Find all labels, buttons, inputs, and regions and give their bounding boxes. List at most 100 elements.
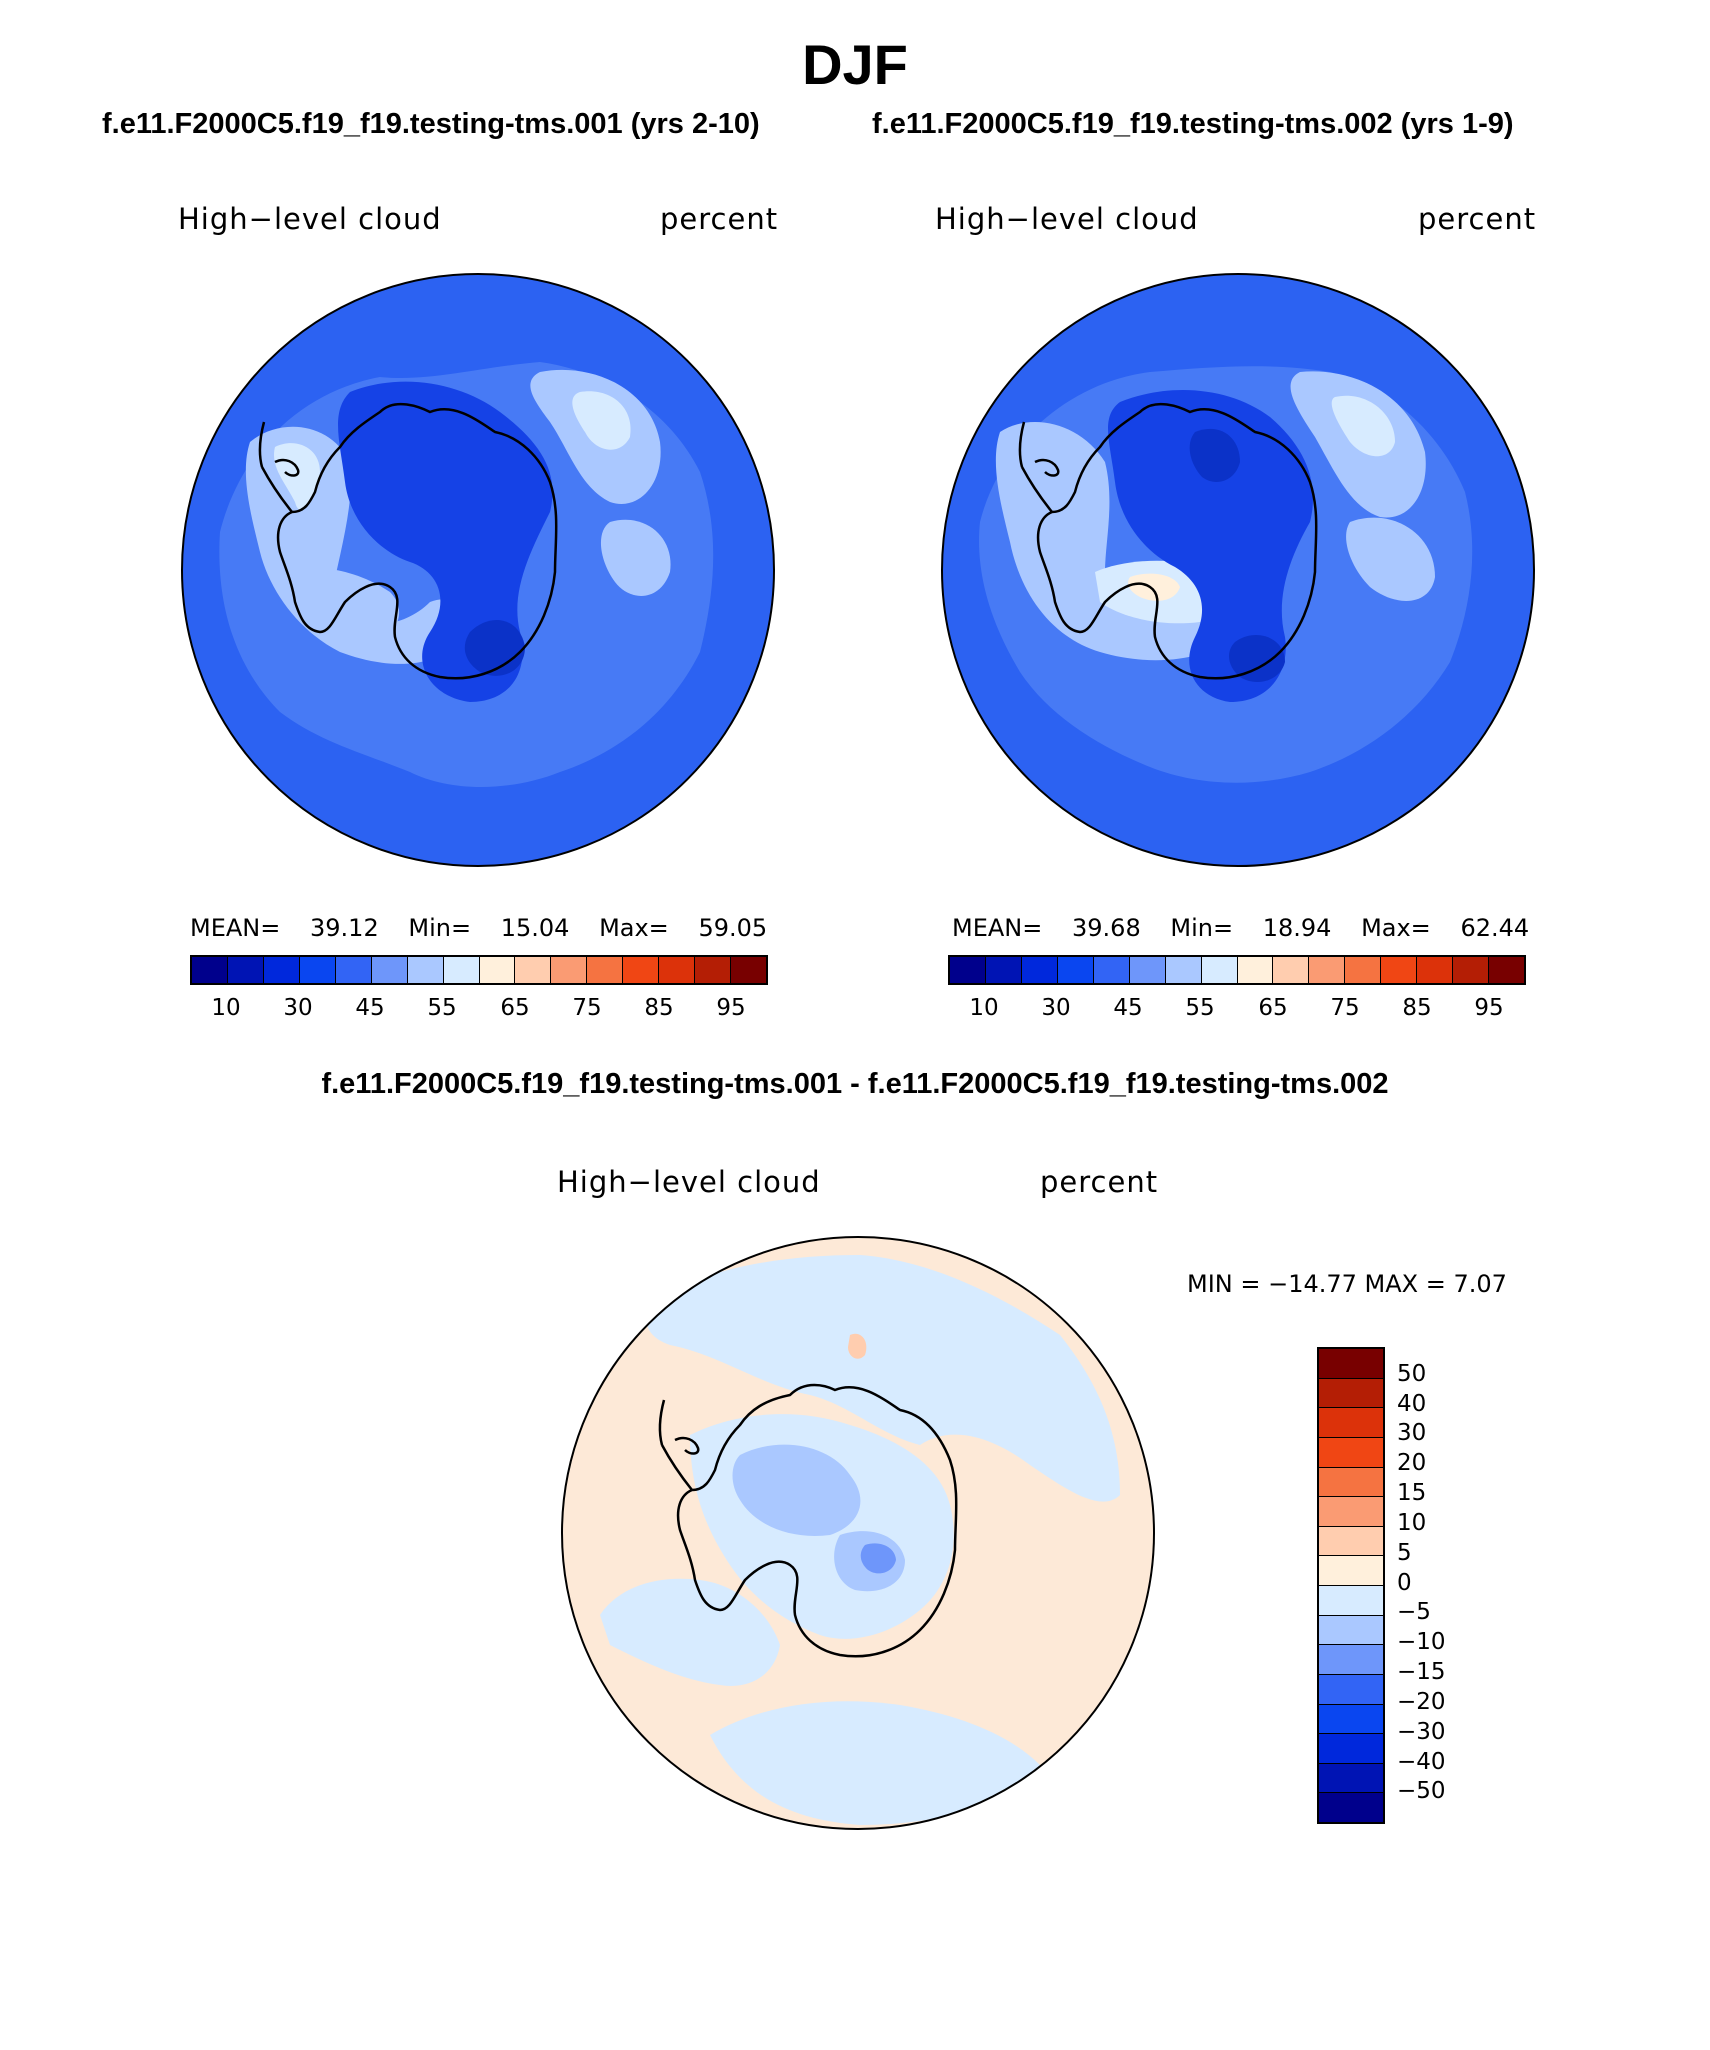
colorbar-swatch (1129, 957, 1166, 983)
diff-variable-label: High−level cloud (557, 1165, 821, 1199)
colorbar-swatch (1319, 1497, 1383, 1527)
colorbar-swatch (1057, 957, 1094, 983)
diff-map-border (561, 1236, 1155, 1830)
colorbar-swatch (551, 957, 588, 983)
panel2-cream-south (1128, 573, 1180, 601)
panel1-stats: MEAN= 39.12 Min= 15.04 Max= 59.05 (190, 914, 767, 942)
panel2-light-east2 (1346, 517, 1435, 601)
panel2-polar-map (941, 273, 1535, 867)
diff-tick: 5 (1397, 1540, 1412, 1566)
diff-tick: 15 (1397, 1480, 1427, 1506)
diff-blue-south (710, 1701, 1040, 1825)
panel1-tick: 85 (644, 995, 674, 1021)
right-case-title: f.e11.F2000C5.f19_f19.testing-tms.002 (y… (872, 108, 1514, 140)
panel1-max-label: Max= (599, 914, 669, 942)
colorbar-swatch (299, 957, 336, 983)
diff-peninsula-coast (658, 1399, 700, 1491)
diff-tick: −30 (1397, 1719, 1446, 1745)
panel2-mean-label: MEAN= (952, 914, 1043, 942)
diff-deep-blue (860, 1543, 896, 1574)
panel2-colorbar-ticks: 10 30 45 55 65 75 85 95 (948, 995, 1526, 1025)
panel2-max-value: 62.44 (1460, 914, 1530, 942)
panel1-tick: 30 (283, 995, 313, 1021)
panel1-min-label: Min= (408, 914, 472, 942)
colorbar-swatch (1489, 957, 1524, 983)
diff-tick: 30 (1397, 1420, 1427, 1446)
panel1-pale-east (572, 391, 631, 450)
diff-tick: −15 (1397, 1659, 1446, 1685)
colorbar-swatch (695, 957, 732, 983)
panel1-variable-label: High−level cloud (178, 202, 442, 236)
colorbar-swatch (950, 957, 986, 983)
colorbar-swatch (1319, 1378, 1383, 1409)
panel1-min-value: 15.04 (500, 914, 570, 942)
colorbar-swatch (443, 957, 480, 983)
panel2-tick: 30 (1041, 995, 1071, 1021)
panel1-light-east2 (600, 519, 671, 596)
colorbar-swatch (731, 957, 766, 983)
colorbar-swatch (1319, 1349, 1383, 1379)
colorbar-swatch (1319, 1467, 1383, 1498)
panel1-colorbar (190, 955, 768, 985)
diff-tick: −5 (1397, 1599, 1431, 1625)
panel2-min-value: 18.94 (1262, 914, 1332, 942)
diff-tick: 50 (1397, 1361, 1427, 1387)
panel1-tick: 45 (355, 995, 385, 1021)
colorbar-swatch (1319, 1615, 1383, 1646)
panel2-darker-core2 (1228, 634, 1285, 682)
colorbar-swatch (1309, 957, 1346, 983)
panel2-tick: 10 (969, 995, 999, 1021)
colorbar-swatch (587, 957, 624, 983)
diff-minmax: MIN = −14.77 MAX = 7.07 (1187, 1270, 1507, 1298)
panel2-pale-east (1331, 395, 1395, 457)
colorbar-swatch (1319, 1556, 1383, 1586)
colorbar-swatch (335, 957, 372, 983)
colorbar-swatch (1319, 1437, 1383, 1468)
panel2-tick: 95 (1474, 995, 1504, 1021)
panel2-colorbar (948, 955, 1526, 985)
colorbar-swatch (192, 957, 228, 983)
colorbar-swatch (1093, 957, 1130, 983)
diff-title: f.e11.F2000C5.f19_f19.testing-tms.001 - … (321, 1068, 1389, 1100)
panel2-peninsula-coast (1018, 421, 1060, 513)
diff-colorbar (1317, 1347, 1385, 1824)
panel1-tick: 65 (500, 995, 530, 1021)
panel2-variable-label: High−level cloud (935, 202, 1199, 236)
diff-tick: 20 (1397, 1450, 1427, 1476)
colorbar-swatch (407, 957, 444, 983)
colorbar-swatch (1237, 957, 1274, 983)
panel1-light-peninsula (290, 568, 400, 642)
diff-tick: 40 (1397, 1391, 1427, 1417)
colorbar-swatch (1273, 957, 1310, 983)
panel2-tick: 45 (1113, 995, 1143, 1021)
colorbar-swatch (515, 957, 552, 983)
panel1-polar-map (181, 273, 775, 867)
colorbar-swatch (985, 957, 1022, 983)
panel2-dark-interior (1108, 390, 1314, 702)
diff-tick: −20 (1397, 1689, 1446, 1715)
diff-tick: 10 (1397, 1510, 1427, 1536)
diff-mid-blue (732, 1444, 861, 1536)
diff-blue-north (646, 1255, 1120, 1502)
panel2-antarctica-coastline (1036, 402, 1318, 680)
diff-tick: −10 (1397, 1629, 1446, 1655)
colorbar-swatch (227, 957, 264, 983)
colorbar-swatch (1319, 1526, 1383, 1557)
colorbar-swatch (1381, 957, 1418, 983)
panel2-tick: 75 (1330, 995, 1360, 1021)
colorbar-swatch (1319, 1763, 1383, 1794)
panel2-units-label: percent (1418, 202, 1537, 236)
diff-antarctica-coastline (676, 1383, 958, 1658)
panel1-units-label: percent (660, 202, 779, 236)
diff-cream-spot (848, 1333, 867, 1359)
panel2-max-label: Max= (1361, 914, 1431, 942)
panel1-colorbar-ticks: 10 30 45 55 65 75 85 95 (190, 995, 768, 1025)
diff-tick: −50 (1397, 1778, 1446, 1804)
panel1-peninsula-coast (258, 421, 300, 513)
left-case-title: f.e11.F2000C5.f19_f19.testing-tms.001 (y… (102, 108, 760, 140)
colorbar-swatch (659, 957, 696, 983)
colorbar-swatch (1319, 1408, 1383, 1438)
colorbar-swatch (1165, 957, 1202, 983)
panel1-contour-fill (182, 274, 774, 866)
diff-tick: 0 (1397, 1570, 1412, 1596)
